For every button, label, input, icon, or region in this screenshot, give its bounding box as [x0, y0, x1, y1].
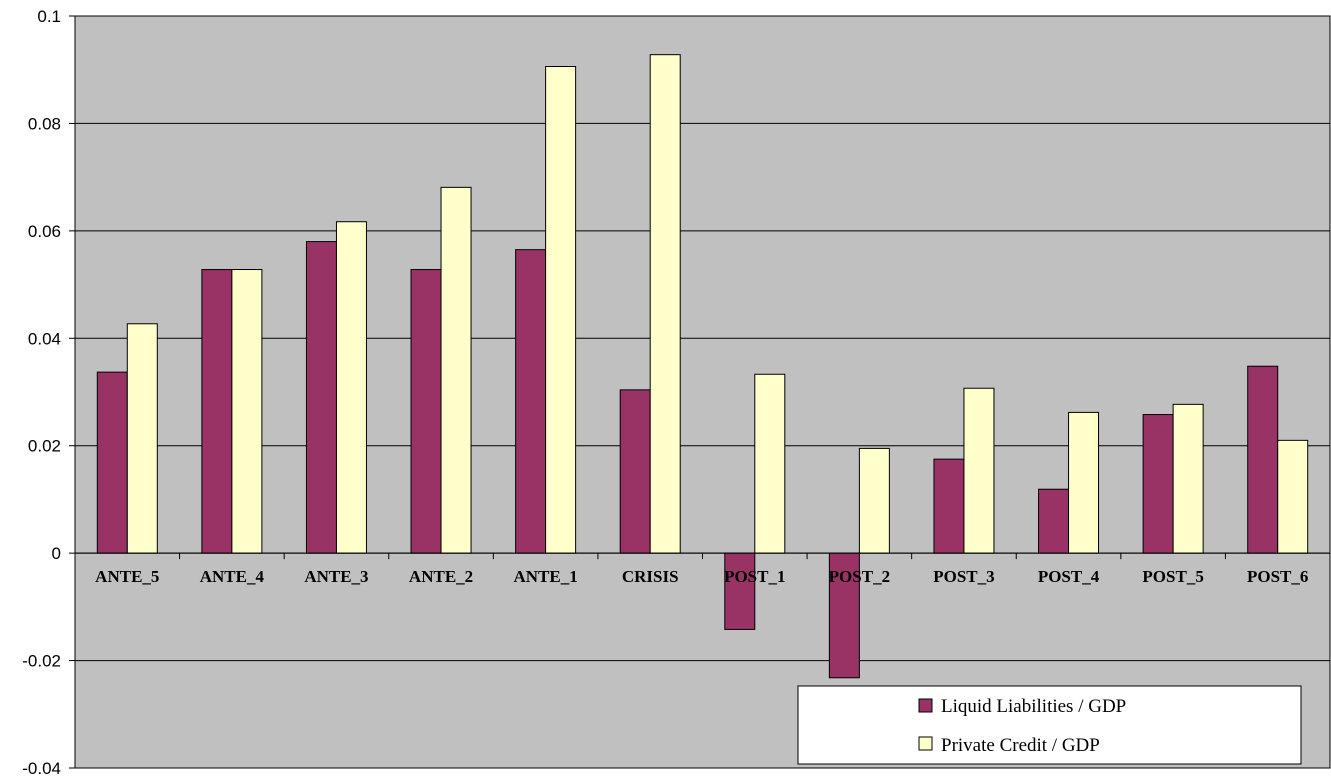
- bar-liquid-liabilities-post_6: [1247, 365, 1279, 554]
- legend-swatch-private-credit: [918, 736, 933, 751]
- y-tick-label: -0.04: [22, 759, 61, 778]
- legend-label-private-credit: Private Credit / GDP: [941, 735, 1100, 756]
- x-tick-label: POST_6: [1247, 567, 1308, 586]
- x-tick-label: CRISIS: [622, 567, 679, 586]
- x-tick-label: ANTE_4: [200, 567, 265, 586]
- bar-liquid-liabilities-ante_2: [410, 269, 442, 554]
- y-tick-label: 0.08: [28, 114, 61, 133]
- x-tick-label: POST_1: [724, 567, 785, 586]
- bar-liquid-liabilities-post_1: [724, 552, 756, 630]
- x-tick-label: POST_3: [933, 567, 994, 586]
- bar-private-credit-post_3: [963, 387, 995, 554]
- legend: Liquid Liabilities / GDP Private Credit …: [797, 685, 1302, 765]
- bar-private-credit-ante_1: [545, 65, 577, 554]
- bar-liquid-liabilities-post_2: [828, 552, 860, 679]
- y-tick-label: 0: [52, 544, 61, 563]
- x-tick-label: ANTE_1: [514, 567, 578, 586]
- x-tick-label: ANTE_3: [304, 567, 368, 586]
- y-tick-label: 0.02: [28, 437, 61, 456]
- y-tick-label: 0.06: [28, 222, 61, 241]
- bar-private-credit-post_5: [1172, 403, 1204, 554]
- bar-private-credit-post_4: [1068, 411, 1100, 554]
- x-axis: ANTE_5 ANTE_4 ANTE_3 ANTE_2 ANTE_1 CRISIS POST…: [74, 553, 1331, 586]
- y-tick-label: -0.02: [22, 652, 61, 671]
- bar-private-credit-ante_5: [126, 323, 158, 554]
- x-tick-label: ANTE_5: [95, 567, 159, 586]
- bar-liquid-liabilities-ante_1: [515, 249, 547, 554]
- bar-liquid-liabilities-ante_4: [201, 269, 233, 554]
- bar-private-credit-post_6: [1277, 439, 1309, 554]
- y-tick-label: 0.1: [37, 7, 61, 26]
- x-tick-label: POST_5: [1142, 567, 1203, 586]
- bar-private-credit-post_1: [754, 373, 786, 554]
- y-tick-label: 0.04: [28, 329, 61, 348]
- x-tick-label: POST_4: [1038, 567, 1100, 586]
- bar-liquid-liabilities-post_3: [933, 458, 965, 554]
- x-tick-label: POST_2: [829, 567, 890, 586]
- bar-liquid-liabilities-post_4: [1038, 488, 1070, 554]
- x-tick-label: ANTE_2: [409, 567, 473, 586]
- legend-box: [797, 685, 1302, 765]
- bar-liquid-liabilities-ante_3: [305, 241, 337, 554]
- legend-swatch-liquid-liabilities: [918, 698, 933, 713]
- y-axis: -0.04 -0.02 0 0.02 0.04 0.06 0.08 0.1: [22, 7, 75, 778]
- bar-liquid-liabilities-ante_5: [96, 371, 128, 554]
- bar-private-credit-post_2: [858, 447, 890, 554]
- bar-private-credit-ante_3: [335, 221, 367, 554]
- bar-private-credit-crisis: [649, 54, 681, 554]
- bar-liquid-liabilities-post_5: [1142, 414, 1174, 554]
- plot-area: [74, 15, 1331, 769]
- bars: [96, 54, 1309, 679]
- bar-private-credit-ante_2: [440, 186, 472, 554]
- bar-liquid-liabilities-crisis: [619, 389, 651, 554]
- bar-private-credit-ante_4: [231, 269, 263, 554]
- legend-label-liquid-liabilities: Liquid Liabilities / GDP: [941, 696, 1126, 717]
